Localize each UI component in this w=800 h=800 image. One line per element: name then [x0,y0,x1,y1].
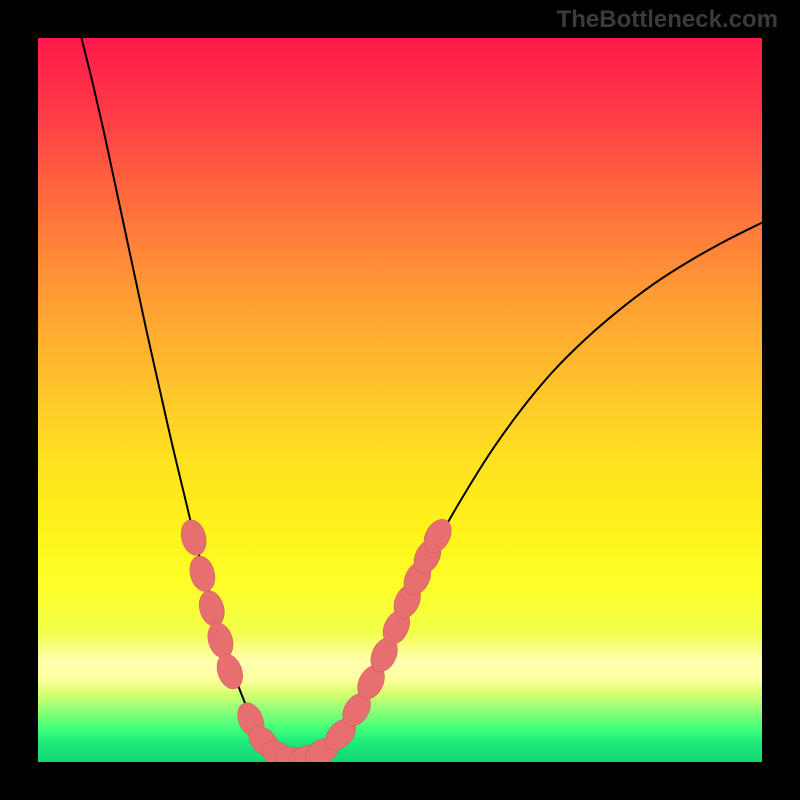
curve-marker [195,588,228,629]
chart-frame [0,0,800,800]
curve-marker [213,651,248,693]
plot-area [38,38,762,762]
curve-marker [186,553,219,594]
curve-marker [178,517,210,558]
watermark-text: TheBottleneck.com [557,6,778,34]
bottleneck-curve [81,38,762,759]
curve-marker [204,620,237,661]
curve-layer [38,38,762,762]
